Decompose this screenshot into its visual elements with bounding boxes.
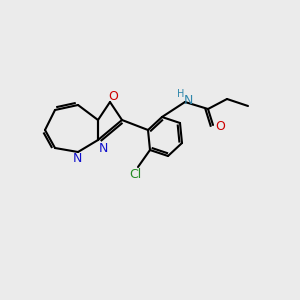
Text: O: O [108,91,118,103]
Text: H: H [177,89,185,99]
Text: Cl: Cl [129,169,141,182]
Text: O: O [215,121,225,134]
Text: N: N [183,94,193,106]
Text: N: N [98,142,108,154]
Text: N: N [72,152,82,166]
